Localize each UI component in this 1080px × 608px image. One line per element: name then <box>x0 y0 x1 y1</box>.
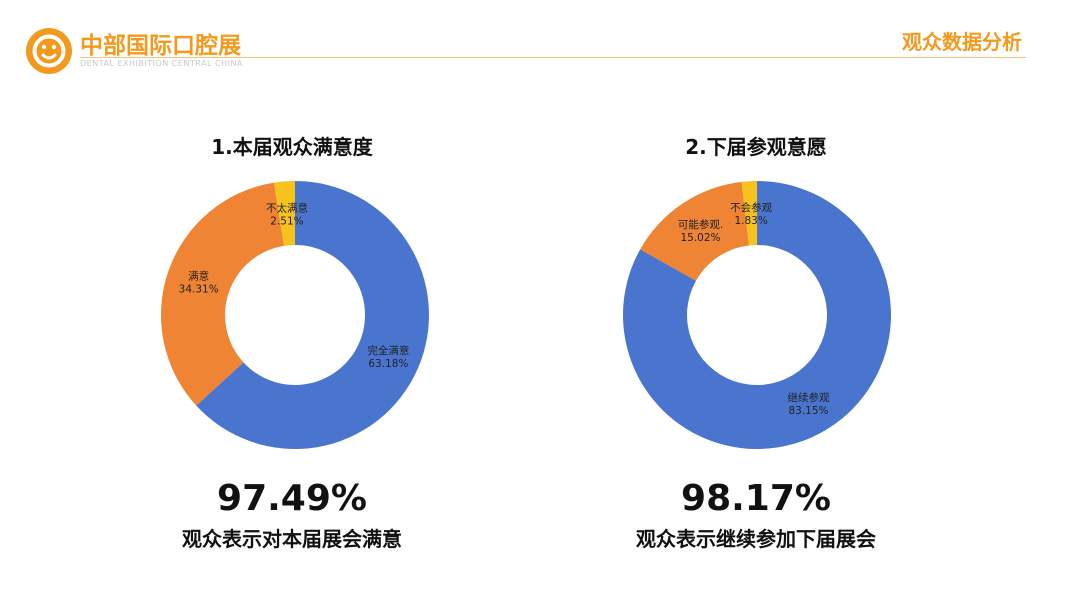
chart-2-slice-1 <box>623 181 891 449</box>
chart-2-slice-2-value: 15.02% <box>680 232 720 244</box>
section-title: 观众数据分析 <box>902 30 1022 54</box>
chart-1-slice-1 <box>196 181 430 449</box>
chart-1-slice-1-value: 63.18% <box>368 358 408 370</box>
chart-1-summary-value: 97.49% <box>217 478 367 519</box>
chart-1-slice-2-label: 满意 <box>188 269 209 282</box>
chart-2-slice-2-label: 可能参观. <box>678 218 723 231</box>
chart-2-slice-3 <box>741 181 757 246</box>
brand-subtitle: DENTAL EXHIBITION CENTRAL CHINA <box>80 59 243 68</box>
chart-2-slice-1-value: 83.15% <box>788 405 828 417</box>
header-divider <box>80 57 1026 58</box>
chart-2-slice-1-label: 继续参观 <box>788 391 830 404</box>
chart-1-slice-3 <box>273 181 295 246</box>
chart-1-title: 1.本届观众满意度 <box>211 135 373 159</box>
chart-2-slice-3-value: 1.83% <box>734 215 767 227</box>
chart-1-slice-2 <box>161 182 285 406</box>
chart-1-summary-text: 观众表示对本届展会满意 <box>182 527 402 551</box>
chart-1-slice-3-value: 2.51% <box>270 215 303 227</box>
brand-title: 中部国际口腔展 <box>80 33 241 59</box>
chart-1-slice-2-value: 34.31% <box>179 283 219 295</box>
chart-2-summary-text: 观众表示继续参加下届展会 <box>636 527 876 551</box>
chart-2-slice-2 <box>640 181 749 281</box>
chart-1-slice-1-label: 完全满意 <box>367 344 409 357</box>
chart-1-slice-3-label: 不太满意 <box>266 201 308 214</box>
chart-2-summary-value: 98.17% <box>681 478 831 519</box>
logo-icon <box>26 28 72 74</box>
chart-2-title: 2.下届参观意愿 <box>685 135 827 159</box>
header: 中部国际口腔展 DENTAL EXHIBITION CENTRAL CHINA … <box>0 0 1080 80</box>
chart-2-slice-3-label: 不会参观 <box>730 201 772 214</box>
